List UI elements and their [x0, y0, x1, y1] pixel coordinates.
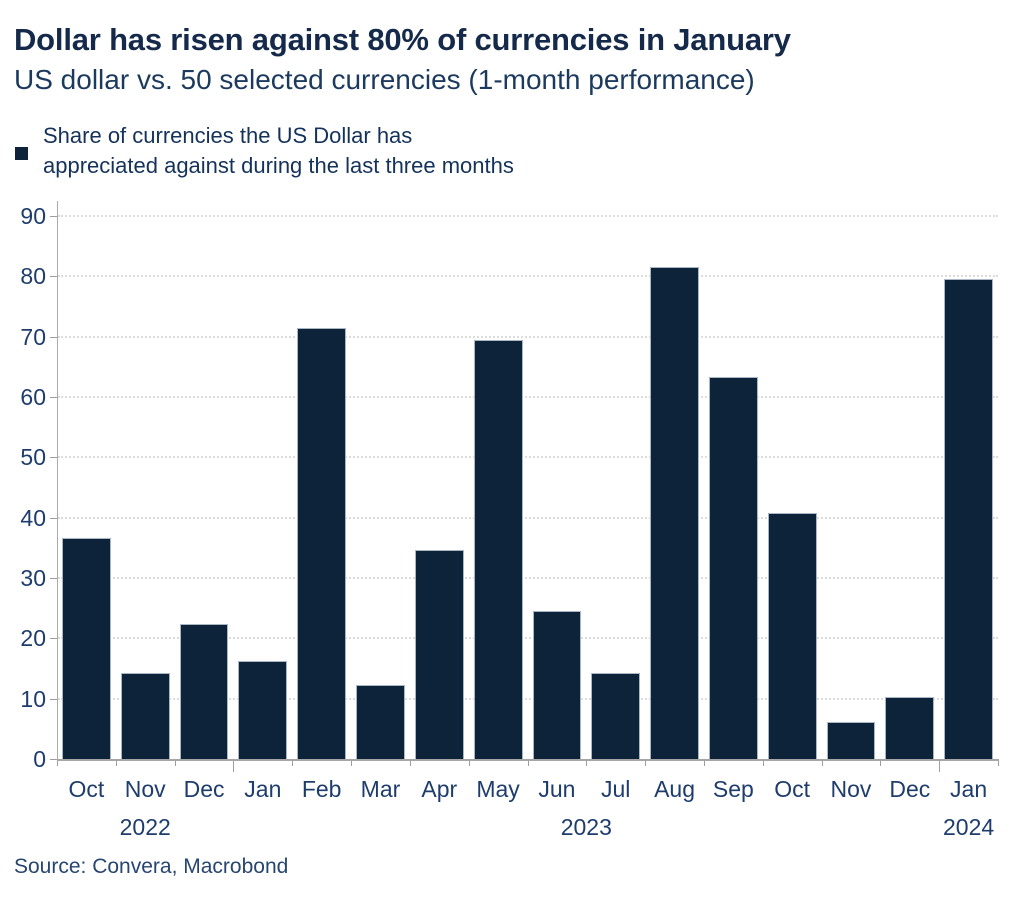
x-year-label: 2022 — [119, 814, 171, 840]
x-month-label: Sep — [712, 776, 754, 802]
y-tick — [50, 759, 57, 760]
x-month-label: Dec — [889, 776, 931, 802]
x-year-tick — [233, 761, 235, 772]
page-title: Dollar has risen against 80% of currenci… — [14, 22, 791, 57]
x-month-tick — [880, 761, 882, 766]
x-month-tick — [586, 761, 588, 766]
bar — [767, 512, 817, 759]
bar — [120, 672, 170, 759]
y-tick — [50, 698, 57, 700]
bar — [179, 623, 229, 759]
bar — [414, 549, 464, 759]
y-gridline — [58, 637, 998, 640]
y-tick — [50, 216, 57, 217]
x-month-tick — [821, 761, 823, 766]
y-axis-label: 80 — [20, 263, 46, 290]
x-month-label: Jan — [950, 776, 988, 802]
bar — [826, 722, 876, 759]
y-axis-label: 10 — [20, 685, 46, 712]
bar — [356, 685, 405, 759]
x-month-label: Oct — [774, 776, 811, 802]
y-gridline — [58, 577, 998, 579]
x-month-label: Jul — [601, 776, 631, 802]
x-month-label: Nov — [124, 776, 166, 802]
bar — [532, 611, 582, 759]
y-tick — [50, 638, 57, 640]
y-axis-label: 40 — [20, 504, 46, 531]
bar — [62, 537, 111, 759]
y-gridline — [58, 335, 998, 338]
x-month-label: Apr — [421, 776, 458, 802]
y-tick — [50, 336, 57, 338]
y-tick — [50, 276, 57, 278]
y-gridline — [58, 516, 998, 519]
y-tick — [50, 457, 57, 459]
x-month-tick — [57, 761, 58, 766]
y-axis-label: 60 — [20, 384, 46, 410]
x-year-label: 2024 — [943, 814, 995, 840]
x-month-label: Aug — [654, 776, 695, 802]
bar — [650, 266, 699, 759]
legend-label-line1: Share of currencies the US Dollar has — [43, 123, 413, 148]
y-gridline — [58, 697, 998, 700]
source-note: Source: Convera, Macrobond — [14, 855, 289, 878]
y-axis-label: 70 — [20, 323, 46, 350]
y-axis-label: 30 — [20, 565, 46, 591]
x-month-tick — [351, 761, 353, 766]
bar — [591, 672, 641, 759]
y-gridline — [58, 456, 998, 459]
bar — [944, 278, 993, 759]
x-month-label: Oct — [68, 776, 105, 802]
page-subtitle: US dollar vs. 50 selected currencies (1-… — [14, 64, 755, 95]
x-month-label: Dec — [183, 776, 225, 802]
x-month-tick — [409, 761, 411, 766]
x-month-tick — [645, 761, 647, 766]
x-month-label: Mar — [360, 776, 401, 802]
bar — [473, 340, 523, 759]
x-month-label: May — [476, 776, 520, 802]
x-month-tick — [174, 761, 176, 766]
y-tick — [50, 397, 57, 398]
y-gridline — [58, 396, 998, 398]
x-month-label: Jun — [538, 776, 576, 802]
x-month-tick — [527, 761, 529, 766]
bar — [708, 377, 758, 759]
x-month-tick — [762, 761, 764, 766]
legend-label-line2: appreciated against during the last thre… — [43, 153, 514, 178]
bar — [885, 697, 935, 759]
plot-area — [57, 201, 999, 761]
x-month-tick — [292, 761, 294, 766]
x-month-label: Feb — [301, 776, 342, 802]
x-month-tick — [468, 761, 470, 766]
x-month-tick — [998, 761, 999, 766]
y-axis-label: 20 — [20, 625, 46, 652]
y-gridline — [58, 215, 998, 217]
legend-swatch-icon — [15, 147, 28, 160]
x-month-label: Jan — [244, 776, 282, 802]
y-tick — [50, 517, 57, 519]
x-year-tick — [939, 761, 941, 772]
x-year-label: 2023 — [560, 814, 612, 840]
y-axis-label: 90 — [20, 203, 46, 229]
x-month-tick — [703, 761, 705, 766]
bar — [297, 328, 347, 759]
bar — [238, 660, 288, 759]
y-axis-label: 0 — [33, 746, 46, 772]
legend-label: Share of currencies the US Dollar has ap… — [43, 121, 603, 181]
x-month-label: Nov — [830, 776, 872, 802]
y-axis-label: 50 — [20, 444, 46, 471]
y-gridline — [58, 275, 998, 278]
y-tick — [50, 578, 57, 579]
x-month-tick — [115, 761, 117, 766]
